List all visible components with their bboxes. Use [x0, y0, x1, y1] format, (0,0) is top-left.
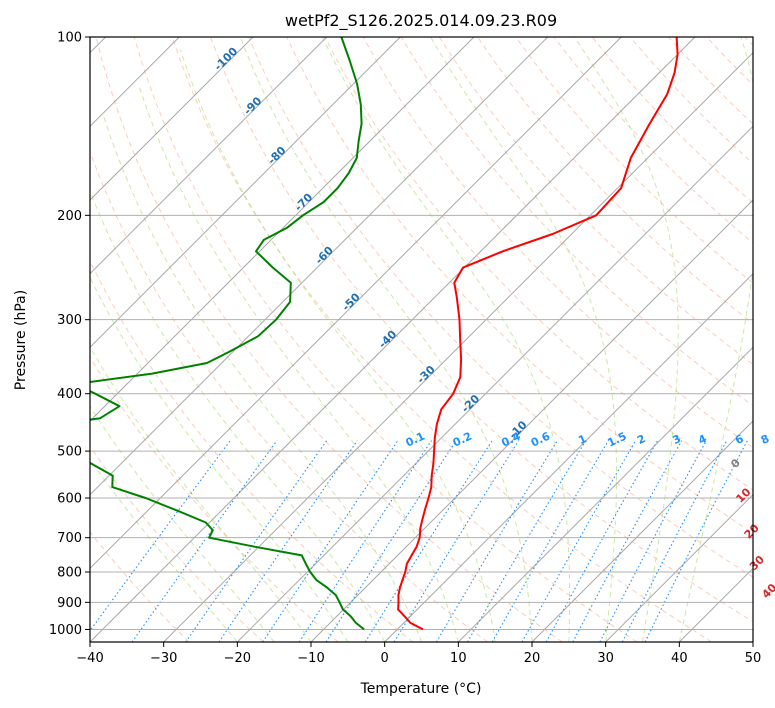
dry-adiabat	[90, 150, 488, 642]
isotherm	[90, 37, 549, 496]
mixing-ratio-line	[262, 440, 399, 642]
moist-adiabat	[430, 37, 617, 642]
dry-adiabat	[515, 37, 753, 284]
dry-adiabat	[90, 356, 339, 642]
mixing-ratio-line	[572, 440, 683, 642]
y-tick-label: 1000	[49, 623, 82, 638]
dry-adiabat	[210, 37, 753, 623]
x-tick-label: 30	[597, 651, 614, 666]
isotherm	[457, 346, 753, 642]
reference-lines	[90, 37, 753, 642]
x-tick-label: −20	[224, 651, 251, 666]
x-tick-label: −10	[297, 651, 324, 666]
mixing-ratio-line	[364, 440, 493, 642]
y-tick-label: 600	[57, 492, 82, 507]
dry-adiabat	[90, 531, 190, 642]
dry-adiabat	[248, 37, 753, 578]
x-tick-label: 50	[745, 651, 762, 666]
dry-adiabat	[95, 37, 563, 642]
x-axis: −40 −30 −20 −10 0 10 20 30 40 50	[76, 642, 761, 666]
plot-frame	[89, 36, 754, 643]
dewpoint-profile	[90, 37, 365, 631]
x-tick-label: −40	[76, 651, 103, 666]
temperature-profile	[397, 37, 679, 631]
y-tick-label: 300	[57, 313, 82, 328]
moist-adiabat	[90, 458, 238, 642]
x-tick-label: 40	[671, 651, 688, 666]
y-axis-label: Pressure (hPa)	[13, 290, 29, 390]
isotherm	[90, 37, 622, 570]
x-tick-label: −30	[150, 651, 177, 666]
dry-adiabat	[171, 37, 712, 642]
x-tick-label: 10	[450, 651, 467, 666]
y-tick-label: 500	[57, 445, 82, 460]
dry-adiabat	[400, 37, 753, 407]
x-axis-label: Temperature (°C)	[360, 681, 482, 697]
isotherm	[236, 125, 753, 642]
mixing-ratio-line	[185, 440, 328, 642]
pressure-gridlines	[90, 36, 753, 630]
isotherm	[90, 37, 475, 422]
moist-adiabat	[322, 37, 571, 642]
mixing-ratio-line	[435, 440, 558, 642]
mixing-ratio-line	[521, 440, 637, 642]
dry-adiabat	[90, 445, 264, 642]
moist-adiabat	[574, 37, 679, 642]
moist-adiabat	[239, 37, 533, 642]
dry-adiabat	[133, 37, 638, 642]
y-tick-label: 100	[57, 31, 82, 46]
moist-adiabat	[102, 114, 422, 642]
x-tick-label: 0	[381, 651, 389, 666]
mixing-ratio-line	[131, 440, 278, 642]
mixing-ratio-line	[90, 440, 231, 632]
moist-adiabat	[179, 49, 496, 642]
y-tick-label: 800	[57, 566, 82, 581]
y-tick-label: 700	[57, 531, 82, 546]
isotherm	[310, 199, 753, 642]
moist-adiabat	[137, 83, 459, 642]
isotherm	[163, 51, 753, 642]
mixing-ratio-line	[644, 440, 748, 642]
mixing-ratio-line	[325, 440, 457, 642]
isotherm	[531, 420, 753, 642]
isotherm	[90, 37, 401, 349]
moist-adiabat	[90, 276, 349, 642]
y-tick-label: 200	[57, 209, 82, 224]
sounding-profiles	[90, 37, 679, 631]
isotherm	[90, 37, 328, 275]
y-axis: 1000 900 800 700 600 500 400 300 200 100	[49, 31, 90, 638]
y-tick-label: 400	[57, 387, 82, 402]
mixing-ratio-line	[545, 440, 659, 642]
mixing-ratio-line	[467, 440, 587, 642]
x-tick-label: 20	[524, 651, 541, 666]
mixing-ratio-line	[298, 440, 432, 642]
isotherm	[605, 493, 753, 642]
y-tick-label: 900	[57, 596, 82, 611]
moist-adiabat	[90, 345, 312, 642]
mixing-ratio-line	[393, 440, 520, 642]
isotherm	[90, 37, 696, 642]
dry-adiabat	[438, 37, 753, 366]
isotherm	[384, 272, 753, 642]
mixing-ratio-line	[491, 440, 609, 642]
chart-title: wetPf2_S126.2025.014.09.23.R09	[285, 11, 557, 31]
isotherm	[90, 37, 254, 201]
